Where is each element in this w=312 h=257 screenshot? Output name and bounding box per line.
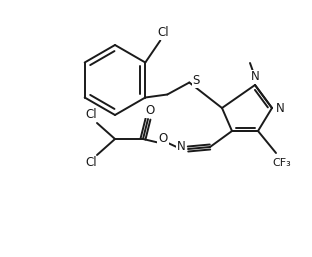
- Text: Cl: Cl: [85, 108, 97, 122]
- Text: O: O: [158, 133, 168, 145]
- Text: O: O: [145, 105, 155, 117]
- Text: Cl: Cl: [85, 157, 97, 170]
- Text: N: N: [251, 70, 259, 84]
- Text: S: S: [193, 74, 200, 87]
- Text: N: N: [275, 102, 284, 115]
- Text: Cl: Cl: [158, 26, 169, 39]
- Text: N: N: [177, 141, 185, 153]
- Text: CF₃: CF₃: [273, 158, 291, 168]
